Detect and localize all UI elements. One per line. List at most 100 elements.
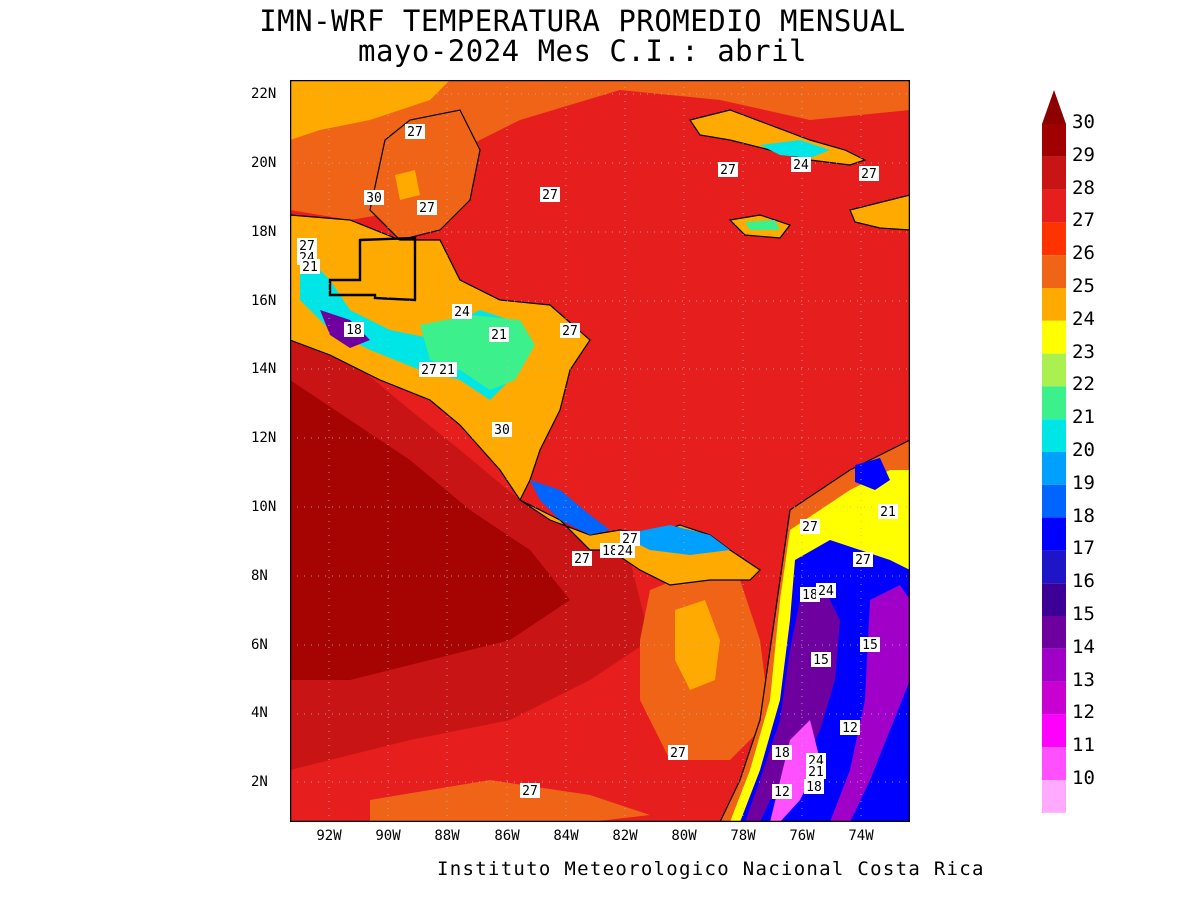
lon-label: 76W xyxy=(789,828,815,844)
contour-label: 18 xyxy=(346,323,362,338)
lat-label: 14N xyxy=(251,361,277,377)
contour-label-bg xyxy=(419,362,439,377)
south-band xyxy=(370,780,650,822)
lon-label: 90W xyxy=(375,828,401,844)
contour-label-bg xyxy=(297,238,317,253)
legend-level-label: 17 xyxy=(1072,537,1095,560)
contour-label-bg xyxy=(344,322,364,337)
contour-label: 27 xyxy=(802,520,818,535)
legend-level-label: 29 xyxy=(1072,143,1095,166)
legend-color-box xyxy=(1042,616,1066,649)
contour-label: 27 xyxy=(574,552,590,567)
contour-label: 27 xyxy=(562,324,578,339)
contour-label-bg xyxy=(405,124,425,139)
legend-level-label: 28 xyxy=(1072,176,1095,199)
contour-label: 18 xyxy=(802,588,818,603)
contour-label-bg xyxy=(452,304,472,319)
contour-label: 21 xyxy=(880,505,896,520)
lon-label: 88W xyxy=(434,828,460,844)
lat-label: 2N xyxy=(251,774,268,790)
andes-cold-2 xyxy=(830,585,910,822)
contour-label: 18 xyxy=(774,746,790,761)
legend-color-box xyxy=(1042,288,1066,321)
yucatan-yellow xyxy=(395,170,420,200)
lat-label: 22N xyxy=(251,86,277,102)
contour-label: 30 xyxy=(494,423,510,438)
contour-label-bg xyxy=(860,637,880,652)
contour-label-bg xyxy=(520,783,540,798)
legend-level-label: 26 xyxy=(1072,242,1095,265)
contour-label: 27 xyxy=(542,188,558,203)
contour-label: 15 xyxy=(813,653,829,668)
contour-label: 24 xyxy=(793,158,809,173)
contour-label-bg xyxy=(791,157,811,172)
contour-label-bg xyxy=(437,362,457,377)
legend-level-label: 20 xyxy=(1072,439,1095,461)
legend-level-label: 24 xyxy=(1072,307,1095,330)
legend-color-box xyxy=(1042,780,1066,813)
hispaniola-land xyxy=(849,194,910,231)
legend-level-label: 10 xyxy=(1072,767,1095,789)
legend-level-label: 16 xyxy=(1072,570,1095,593)
legend-color-box xyxy=(1042,550,1066,584)
lat-label: 12N xyxy=(251,430,277,446)
legend-level-label: 27 xyxy=(1072,209,1095,232)
lat-label: 4N xyxy=(251,705,268,721)
pacific-hot-area-2 xyxy=(290,380,570,680)
legend-level-label: 14 xyxy=(1072,635,1095,658)
contour-label-bg xyxy=(811,652,831,667)
venezuela-cool xyxy=(855,458,890,490)
contour-label: 12 xyxy=(842,721,858,736)
legend-color-box xyxy=(1042,189,1066,223)
legend-color-box xyxy=(1042,714,1066,748)
color-scale-legend xyxy=(1041,90,1066,813)
contour-label-bg xyxy=(800,519,820,534)
contour-label-bg xyxy=(300,259,320,274)
andes-cold-1 xyxy=(745,590,840,822)
legend-level-label: 25 xyxy=(1072,275,1095,297)
legend-level-label: 23 xyxy=(1072,340,1095,363)
jamaica-cool xyxy=(745,220,780,230)
legend-level-label: 22 xyxy=(1072,373,1095,396)
contour-label-bg xyxy=(417,200,437,215)
contour-label: 24 xyxy=(454,305,470,320)
contour-label: 18 xyxy=(602,544,618,559)
legend-color-box xyxy=(1042,484,1066,518)
map-subtitle: mayo-2024 Mes C.I.: abril xyxy=(358,34,807,68)
lon-label: 86W xyxy=(494,828,520,844)
contour-label-bg xyxy=(840,720,860,735)
legend-max-arrow xyxy=(1042,90,1066,124)
lat-label: 10N xyxy=(251,499,277,515)
lat-label: 16N xyxy=(251,293,277,309)
contour-label: 27 xyxy=(720,163,736,178)
legend-color-box xyxy=(1042,156,1066,190)
contour-label-bg xyxy=(492,422,512,437)
map-title: IMN-WRF TEMPERATURA PROMEDIO MENSUAL xyxy=(259,4,906,38)
legend-level-label: 13 xyxy=(1072,668,1095,691)
contour-label: 27 xyxy=(421,363,437,378)
legend-level-label: 11 xyxy=(1072,734,1095,757)
contour-label: 27 xyxy=(855,553,871,568)
contour-label-bg xyxy=(859,166,879,181)
contour-label: 21 xyxy=(439,363,455,378)
contour-label-bg xyxy=(620,531,640,546)
legend-level-label: 19 xyxy=(1072,471,1095,494)
contour-label: 27 xyxy=(670,746,686,761)
contour-label-bg xyxy=(489,327,509,342)
contour-label: 21 xyxy=(302,260,318,275)
lon-label: 84W xyxy=(553,828,579,844)
contour-label: 21 xyxy=(491,328,507,343)
pacific-cool-core xyxy=(675,600,720,690)
contour-label-bg xyxy=(772,745,792,760)
legend-level-label: 18 xyxy=(1072,504,1095,527)
contour-label-bg xyxy=(572,551,592,566)
legend-color-box xyxy=(1042,452,1066,485)
yucatan-land xyxy=(369,109,481,241)
footer-credit: Instituto Meteorologico Nacional Costa R… xyxy=(437,858,985,880)
legend-color-box xyxy=(1042,747,1066,780)
legend-color-box xyxy=(1042,517,1066,551)
legend-level-label: 15 xyxy=(1072,603,1095,625)
contour-label: 24 xyxy=(818,584,834,599)
cuba-cool xyxy=(760,140,830,158)
